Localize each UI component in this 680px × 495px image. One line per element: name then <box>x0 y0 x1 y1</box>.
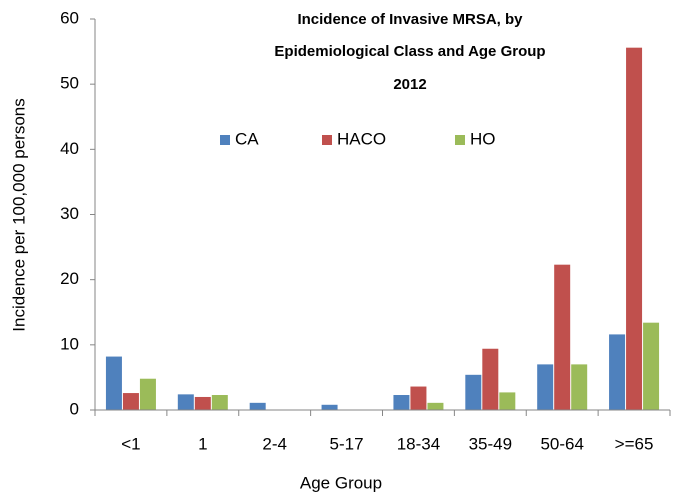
bar <box>321 404 338 410</box>
y-tick-label: 0 <box>70 399 79 418</box>
bar <box>571 364 588 410</box>
x-tick-label: 50-64 <box>540 434 583 453</box>
x-tick-label: 5-17 <box>330 434 364 453</box>
y-tick-label: 40 <box>60 139 79 158</box>
y-tick-label: 60 <box>60 8 79 27</box>
chart-title: Incidence of Invasive MRSA, by <box>297 11 523 28</box>
x-tick-label: 2-4 <box>262 434 287 453</box>
bar <box>410 386 427 410</box>
x-tick-label: 18-34 <box>397 434 440 453</box>
bar <box>465 374 482 410</box>
bar <box>482 348 499 410</box>
bar <box>643 322 660 410</box>
bar <box>609 334 626 410</box>
bar <box>122 393 139 410</box>
bar <box>211 395 228 410</box>
legend-label: HACO <box>337 129 386 148</box>
bar <box>537 364 554 410</box>
legend-label: HO <box>470 129 496 148</box>
legend-swatch <box>455 135 465 145</box>
bar <box>499 392 516 410</box>
legend-swatch <box>220 135 230 145</box>
bar <box>393 395 410 410</box>
bar <box>139 378 156 410</box>
x-tick-label: <1 <box>121 434 140 453</box>
bar <box>249 402 266 410</box>
y-axis-title: Incidence per 100,000 persons <box>9 98 28 331</box>
y-tick-label: 50 <box>60 74 79 93</box>
chart-title: Epidemiological Class and Age Group <box>274 43 545 60</box>
x-tick-label: 35-49 <box>469 434 512 453</box>
y-tick-label: 20 <box>60 269 79 288</box>
bar <box>177 394 194 410</box>
bar <box>427 402 444 410</box>
x-tick-label: 1 <box>198 434 207 453</box>
x-axis-title: Age Group <box>300 473 382 492</box>
y-tick-label: 30 <box>60 204 79 223</box>
y-tick-label: 10 <box>60 334 79 353</box>
chart-title: 2012 <box>393 76 426 93</box>
bar <box>626 47 643 410</box>
legend-label: CA <box>235 129 259 148</box>
bar <box>105 356 122 410</box>
legend-swatch <box>322 135 332 145</box>
bar <box>554 264 571 410</box>
bar <box>194 396 211 410</box>
x-tick-label: >=65 <box>615 434 654 453</box>
